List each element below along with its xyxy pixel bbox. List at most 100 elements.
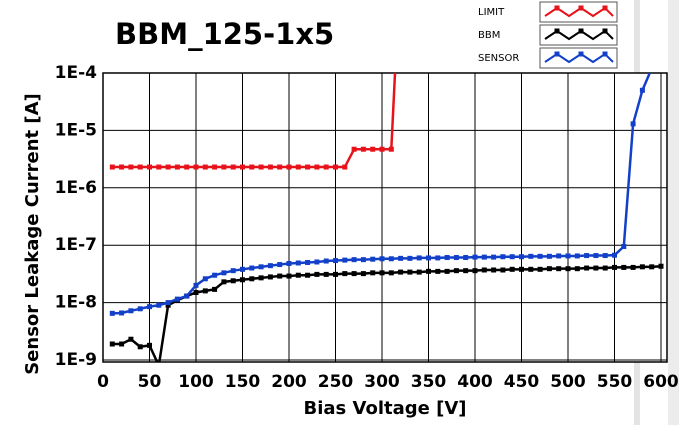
data-point [621,264,627,270]
data-point [119,310,125,316]
data-point [593,253,599,259]
data-point [137,344,143,350]
data-point [212,272,218,278]
data-point [230,268,236,274]
data-point [323,271,329,277]
legend-swatch-marker [554,5,560,11]
x-tick-label: 100 [178,372,214,392]
data-point [193,282,199,288]
data-point [212,286,218,292]
x-tick-label: 400 [457,372,493,392]
data-point [342,257,348,263]
data-point [165,302,171,308]
legend-label: BBM [478,30,500,41]
data-point [416,269,422,275]
data-point [388,256,394,262]
data-point [574,253,580,259]
data-point [407,255,413,261]
data-point [416,255,422,261]
data-point [333,271,338,277]
data-point [202,276,208,282]
data-point [249,276,255,282]
data-point [370,256,376,262]
data-point [453,255,459,261]
data-point [286,273,292,279]
data-point [342,271,348,277]
y-tick-label: 1E-5 [55,120,97,140]
data-point [249,164,255,170]
data-point [230,164,236,170]
data-point [240,277,245,283]
x-tick-label: 350 [411,372,447,392]
data-point [509,266,515,272]
data-point [184,164,190,170]
data-point [109,341,115,347]
data-point [584,265,590,271]
data-point [649,264,655,270]
data-point [556,253,562,259]
data-point [612,264,617,270]
data-point [444,268,450,274]
y-axis-label: Sensor Leakage Current [A] [22,93,43,375]
data-point [426,268,431,274]
data-point [395,13,400,18]
y-tick-label: 1E-4 [55,63,97,83]
data-point [360,271,366,277]
data-point [128,164,134,170]
data-point [267,263,273,269]
data-point [314,259,320,265]
data-point [370,270,376,276]
data-point [109,310,115,316]
data-point [472,268,478,274]
legend-swatch-marker [578,5,584,11]
legend-label: SENSOR [478,53,519,64]
data-point [156,164,162,170]
data-point [435,268,441,274]
data-point [314,164,320,170]
data-point [193,164,199,170]
data-point [174,296,180,302]
data-point [258,275,264,281]
data-point [509,254,515,260]
data-point [584,253,590,259]
data-point [147,164,152,170]
plot-frame [102,72,668,363]
data-point [258,264,264,270]
data-point [258,164,264,170]
y-tick-label: 1E-8 [55,293,97,313]
data-point [621,243,627,249]
x-tick-label: 450 [504,372,540,392]
data-point [612,252,617,258]
legend-swatch-marker [602,51,608,57]
data-point [379,146,385,152]
data-point [128,308,134,314]
data-point [147,304,152,310]
x-tick-label: 600 [643,372,679,392]
data-point [323,258,329,264]
data-point [165,164,171,170]
x-tick-label: 300 [364,372,400,392]
data-point [407,269,413,275]
data-point [119,164,125,170]
data-point [639,87,645,93]
data-point [156,302,162,308]
series-layer [109,13,664,362]
data-point [574,266,580,272]
data-point [314,271,320,277]
data-point [360,257,366,263]
data-point [351,146,357,152]
data-point [491,267,497,273]
x-tick-label: 550 [597,372,633,392]
data-point [193,289,199,295]
legend-swatch-marker [602,28,608,34]
legend-swatch-marker [578,51,584,57]
data-point [602,265,608,271]
data-point [388,270,394,276]
legend-swatch-marker [554,51,560,57]
data-point [565,266,571,272]
data-point [277,262,283,268]
data-point [370,146,376,152]
data-point [630,264,636,270]
data-point [351,257,357,263]
